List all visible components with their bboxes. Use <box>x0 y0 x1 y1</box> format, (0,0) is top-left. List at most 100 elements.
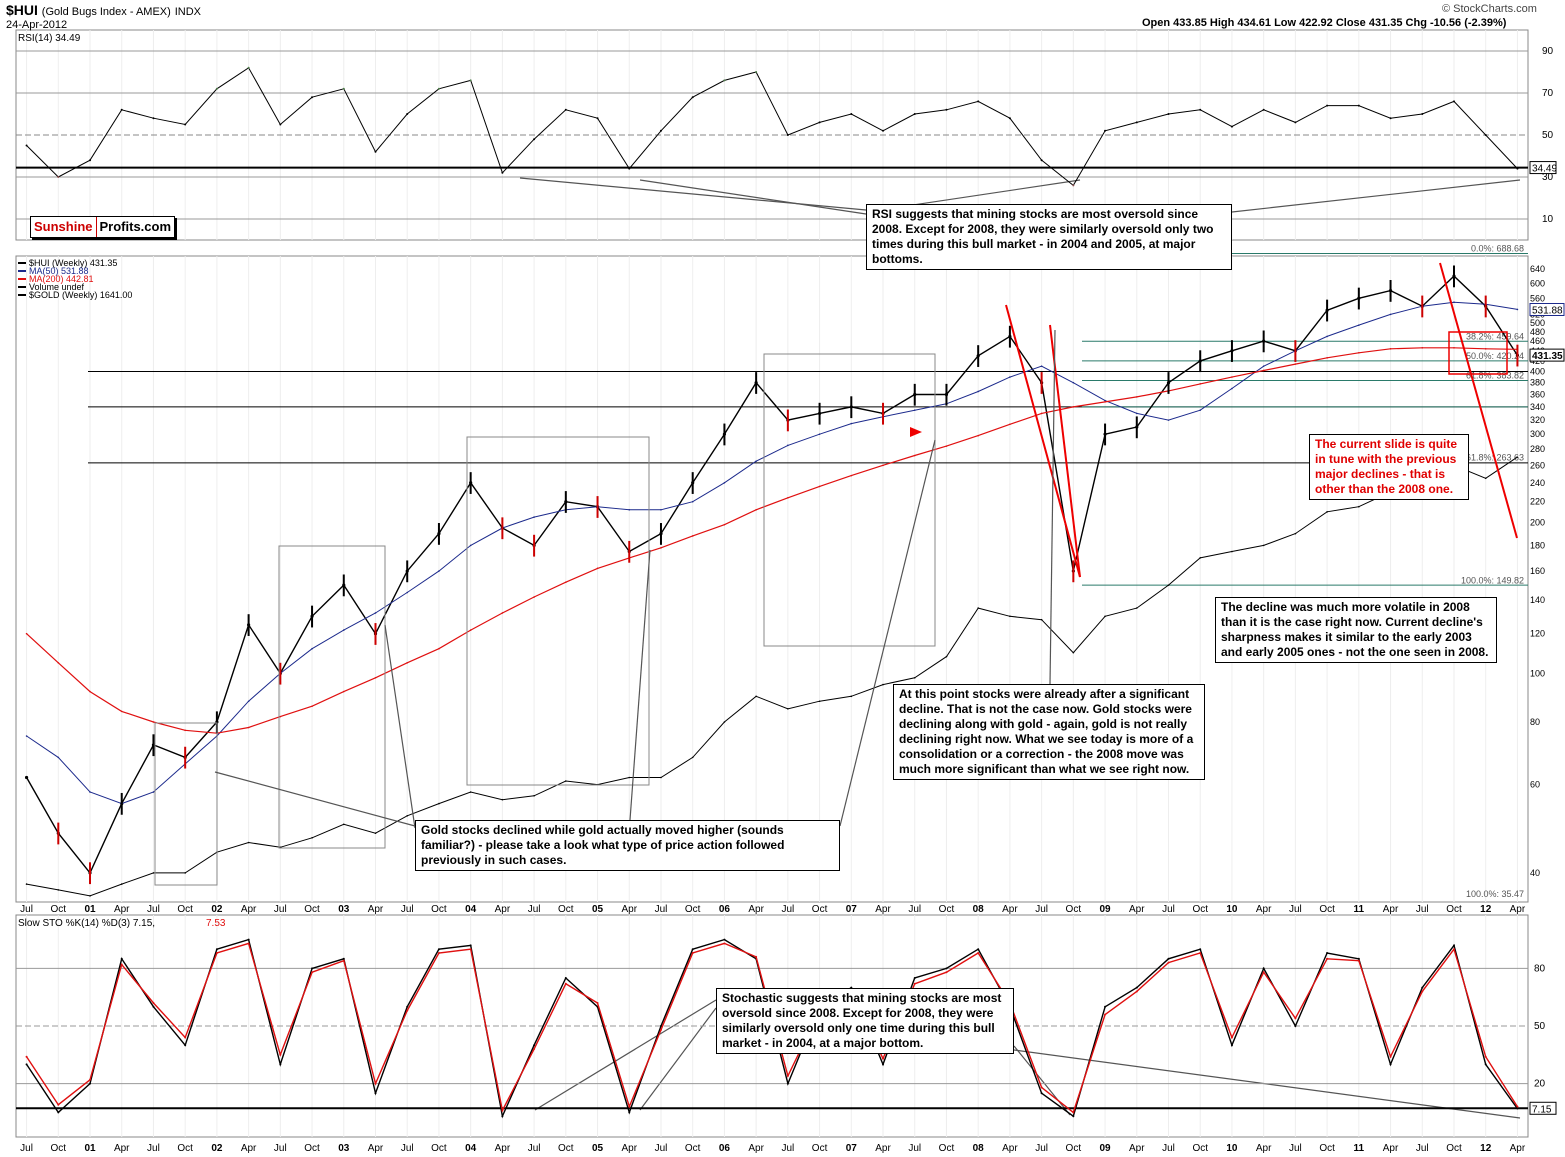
x-tick-label-1-45: Oct <box>1446 1143 1462 1154</box>
series-3-point-1 <box>57 889 60 891</box>
x-tick-label-0-34: 09 <box>1100 904 1112 915</box>
series-3-point-36 <box>1167 584 1170 586</box>
price-tick-280: 280 <box>1530 444 1545 454</box>
x-tick-label-1-43: Apr <box>1383 1143 1399 1154</box>
x-tick-label-0-45: Oct <box>1446 904 1462 915</box>
price-tick-180: 180 <box>1530 540 1545 550</box>
sto-1-point-3 <box>120 963 123 966</box>
sto-0-point-46 <box>1484 1063 1487 1066</box>
x-tick-label-0-3: Apr <box>114 904 130 915</box>
compare-box-1 <box>278 545 386 849</box>
x-tick-label-0-21: Oct <box>685 904 701 915</box>
series-2-point-11 <box>374 677 377 679</box>
sto-1-point-4 <box>152 1001 155 1004</box>
x-tick-label-0-39: Apr <box>1256 904 1272 915</box>
rsi-tick-30: 30 <box>1542 172 1554 183</box>
x-tick-label-0-14: 04 <box>465 904 477 915</box>
x-tick-label-0-17: Oct <box>558 904 574 915</box>
legend-entry-2: MA(200) 442.81 <box>29 274 94 284</box>
rsi-point-21 <box>691 96 694 99</box>
series-1-point-45 <box>1453 301 1455 304</box>
sto-1-point-5 <box>184 1036 187 1039</box>
series-2-point-10 <box>342 690 345 693</box>
fib-label-6: 100.0%: 35.47 <box>1466 889 1524 899</box>
x-tick-label-1-18: 05 <box>592 1143 604 1154</box>
sto-0-point-1 <box>57 1111 60 1114</box>
rsi-tick-70: 70 <box>1542 88 1554 99</box>
rsi-series-line <box>26 67 1518 187</box>
series-1-point-33 <box>1072 381 1075 384</box>
rsi-point-7 <box>247 66 250 69</box>
series-1-point-43 <box>1389 313 1392 316</box>
pointer-sto-3 <box>1013 1045 1071 1116</box>
sto-0-point-28 <box>913 977 916 979</box>
x-tick-label-0-12: Jul <box>401 904 414 915</box>
price-tick-80: 80 <box>1530 717 1540 727</box>
series-2-point-29 <box>945 445 948 447</box>
last-price-label: 431.35 <box>1532 351 1563 362</box>
note-significant: At this point stocks were already after … <box>893 684 1205 780</box>
rsi-point-45 <box>1452 100 1455 103</box>
compare-box-2 <box>466 436 650 786</box>
rsi-point-39 <box>1262 108 1265 111</box>
sto-0-point-38 <box>1230 1044 1233 1047</box>
series-1-point-41 <box>1326 335 1328 338</box>
sto-1-point-33 <box>1072 1111 1075 1114</box>
note-current-slide: The current slide is quite in tune with … <box>1309 434 1469 500</box>
series-3-point-39 <box>1262 544 1265 547</box>
series-1-point-11 <box>374 612 377 614</box>
note-rsi: RSI suggests that mining stocks are most… <box>866 204 1232 270</box>
pointer-sto-2 <box>639 1007 717 1111</box>
series-1-point-4 <box>152 791 155 793</box>
series-3-point-16 <box>533 795 535 797</box>
series-2-point-22 <box>723 523 726 526</box>
sto-1-point-42 <box>1357 959 1360 962</box>
series-3-point-47 <box>1516 456 1519 458</box>
sto-tick-20: 20 <box>1534 1079 1546 1090</box>
rsi-point-32 <box>1040 159 1043 162</box>
sto-0-point-41 <box>1326 952 1329 955</box>
x-tick-label-1-37: Oct <box>1192 1143 1208 1154</box>
sto-0-point-17 <box>564 977 567 979</box>
series-3-point-38 <box>1231 550 1233 553</box>
current-box <box>1448 331 1508 375</box>
price-tick-400: 400 <box>1530 367 1545 377</box>
x-tick-label-0-0: Jul <box>20 904 33 915</box>
series-2-point-37 <box>1199 383 1202 385</box>
x-tick-label-1-29: Oct <box>939 1143 955 1154</box>
x-tick-label-1-26: 07 <box>846 1143 858 1154</box>
rsi-point-43 <box>1389 117 1392 120</box>
series-2-point-31 <box>1009 423 1011 426</box>
symbol: $HUI (Gold Bugs Index - AMEX) INDX <box>6 2 201 18</box>
series-1-point-42 <box>1358 324 1360 326</box>
price-tick-480: 480 <box>1530 327 1545 337</box>
series-3-point-0 <box>25 883 28 885</box>
x-tick-label-0-35: Apr <box>1129 904 1145 915</box>
rsi-point-13 <box>437 87 440 90</box>
x-tick-label-1-5: Oct <box>177 1143 193 1154</box>
sto-0-point-29 <box>945 967 948 970</box>
x-tick-label-1-1: Oct <box>51 1143 67 1154</box>
series-3-point-17 <box>565 780 567 782</box>
sto-1-point-34 <box>1104 1013 1107 1016</box>
sto-1-point-21 <box>691 952 694 955</box>
series-2-point-14 <box>469 629 472 631</box>
series-2-point-24 <box>787 496 789 499</box>
series-1-point-10 <box>342 629 345 631</box>
x-tick-label-1-7: Apr <box>241 1143 257 1154</box>
series-2-point-5 <box>184 729 186 732</box>
x-tick-label-0-10: 03 <box>338 904 350 915</box>
rsi-point-4 <box>152 117 155 120</box>
sto-0-point-10 <box>342 957 345 960</box>
pointer-rsi-1 <box>519 177 867 211</box>
series-1-point-26 <box>850 422 853 425</box>
x-tick-label-0-23: Apr <box>748 904 764 915</box>
note-gold-higher: Gold stocks declined while gold actually… <box>415 820 840 871</box>
series-3-point-4 <box>152 872 155 874</box>
sto-1-point-39 <box>1262 971 1265 974</box>
x-tick-label-0-46: 12 <box>1480 904 1492 915</box>
sto-last-value: 7.15 <box>1532 1104 1552 1115</box>
series-1-point-19 <box>628 508 631 511</box>
sto-1-point-40 <box>1294 1017 1297 1020</box>
sto-1-point-38 <box>1230 1036 1233 1039</box>
